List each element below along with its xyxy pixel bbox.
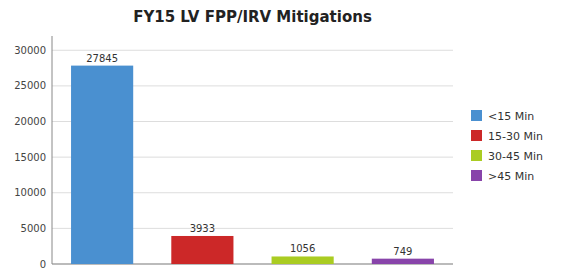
bar	[372, 259, 434, 264]
chart-title: FY15 LV FPP/IRV Mitigations	[133, 8, 372, 26]
data-label: 27845	[86, 53, 118, 64]
data-label: 1056	[290, 243, 315, 254]
y-axis-line	[52, 36, 53, 264]
bar	[272, 256, 334, 264]
y-tick-label: 25000	[14, 80, 46, 91]
bar	[71, 66, 133, 264]
bar	[171, 236, 233, 264]
legend-swatch	[471, 170, 482, 181]
y-tick-label: 30000	[14, 45, 46, 56]
y-tick-label: 5000	[21, 223, 46, 234]
legend-label: 15-30 Min	[488, 130, 543, 143]
bars	[71, 66, 434, 264]
legend-swatch	[471, 130, 482, 141]
legend: <15 Min 15-30 Min 30-45 Min >45 Min	[471, 110, 543, 183]
legend-swatch	[471, 110, 482, 121]
legend-label: 30-45 Min	[488, 150, 543, 163]
y-tick-label: 15000	[14, 152, 46, 163]
chart-container: FY15 LV FPP/IRV Mitigations 0 5000 10000 150…	[0, 0, 573, 278]
y-tick-label: 20000	[14, 116, 46, 127]
data-label: 749	[393, 246, 412, 257]
legend-label: >45 Min	[488, 170, 534, 183]
legend-label: <15 Min	[488, 110, 534, 123]
data-label: 3933	[190, 223, 215, 234]
y-tick-label: 0	[40, 259, 46, 270]
legend-swatch	[471, 150, 482, 161]
grid-line	[52, 50, 453, 51]
grid	[52, 50, 453, 264]
y-tick-label: 10000	[14, 187, 46, 198]
chart-svg: FY15 LV FPP/IRV Mitigations 0 5000 10000 150…	[0, 0, 573, 278]
